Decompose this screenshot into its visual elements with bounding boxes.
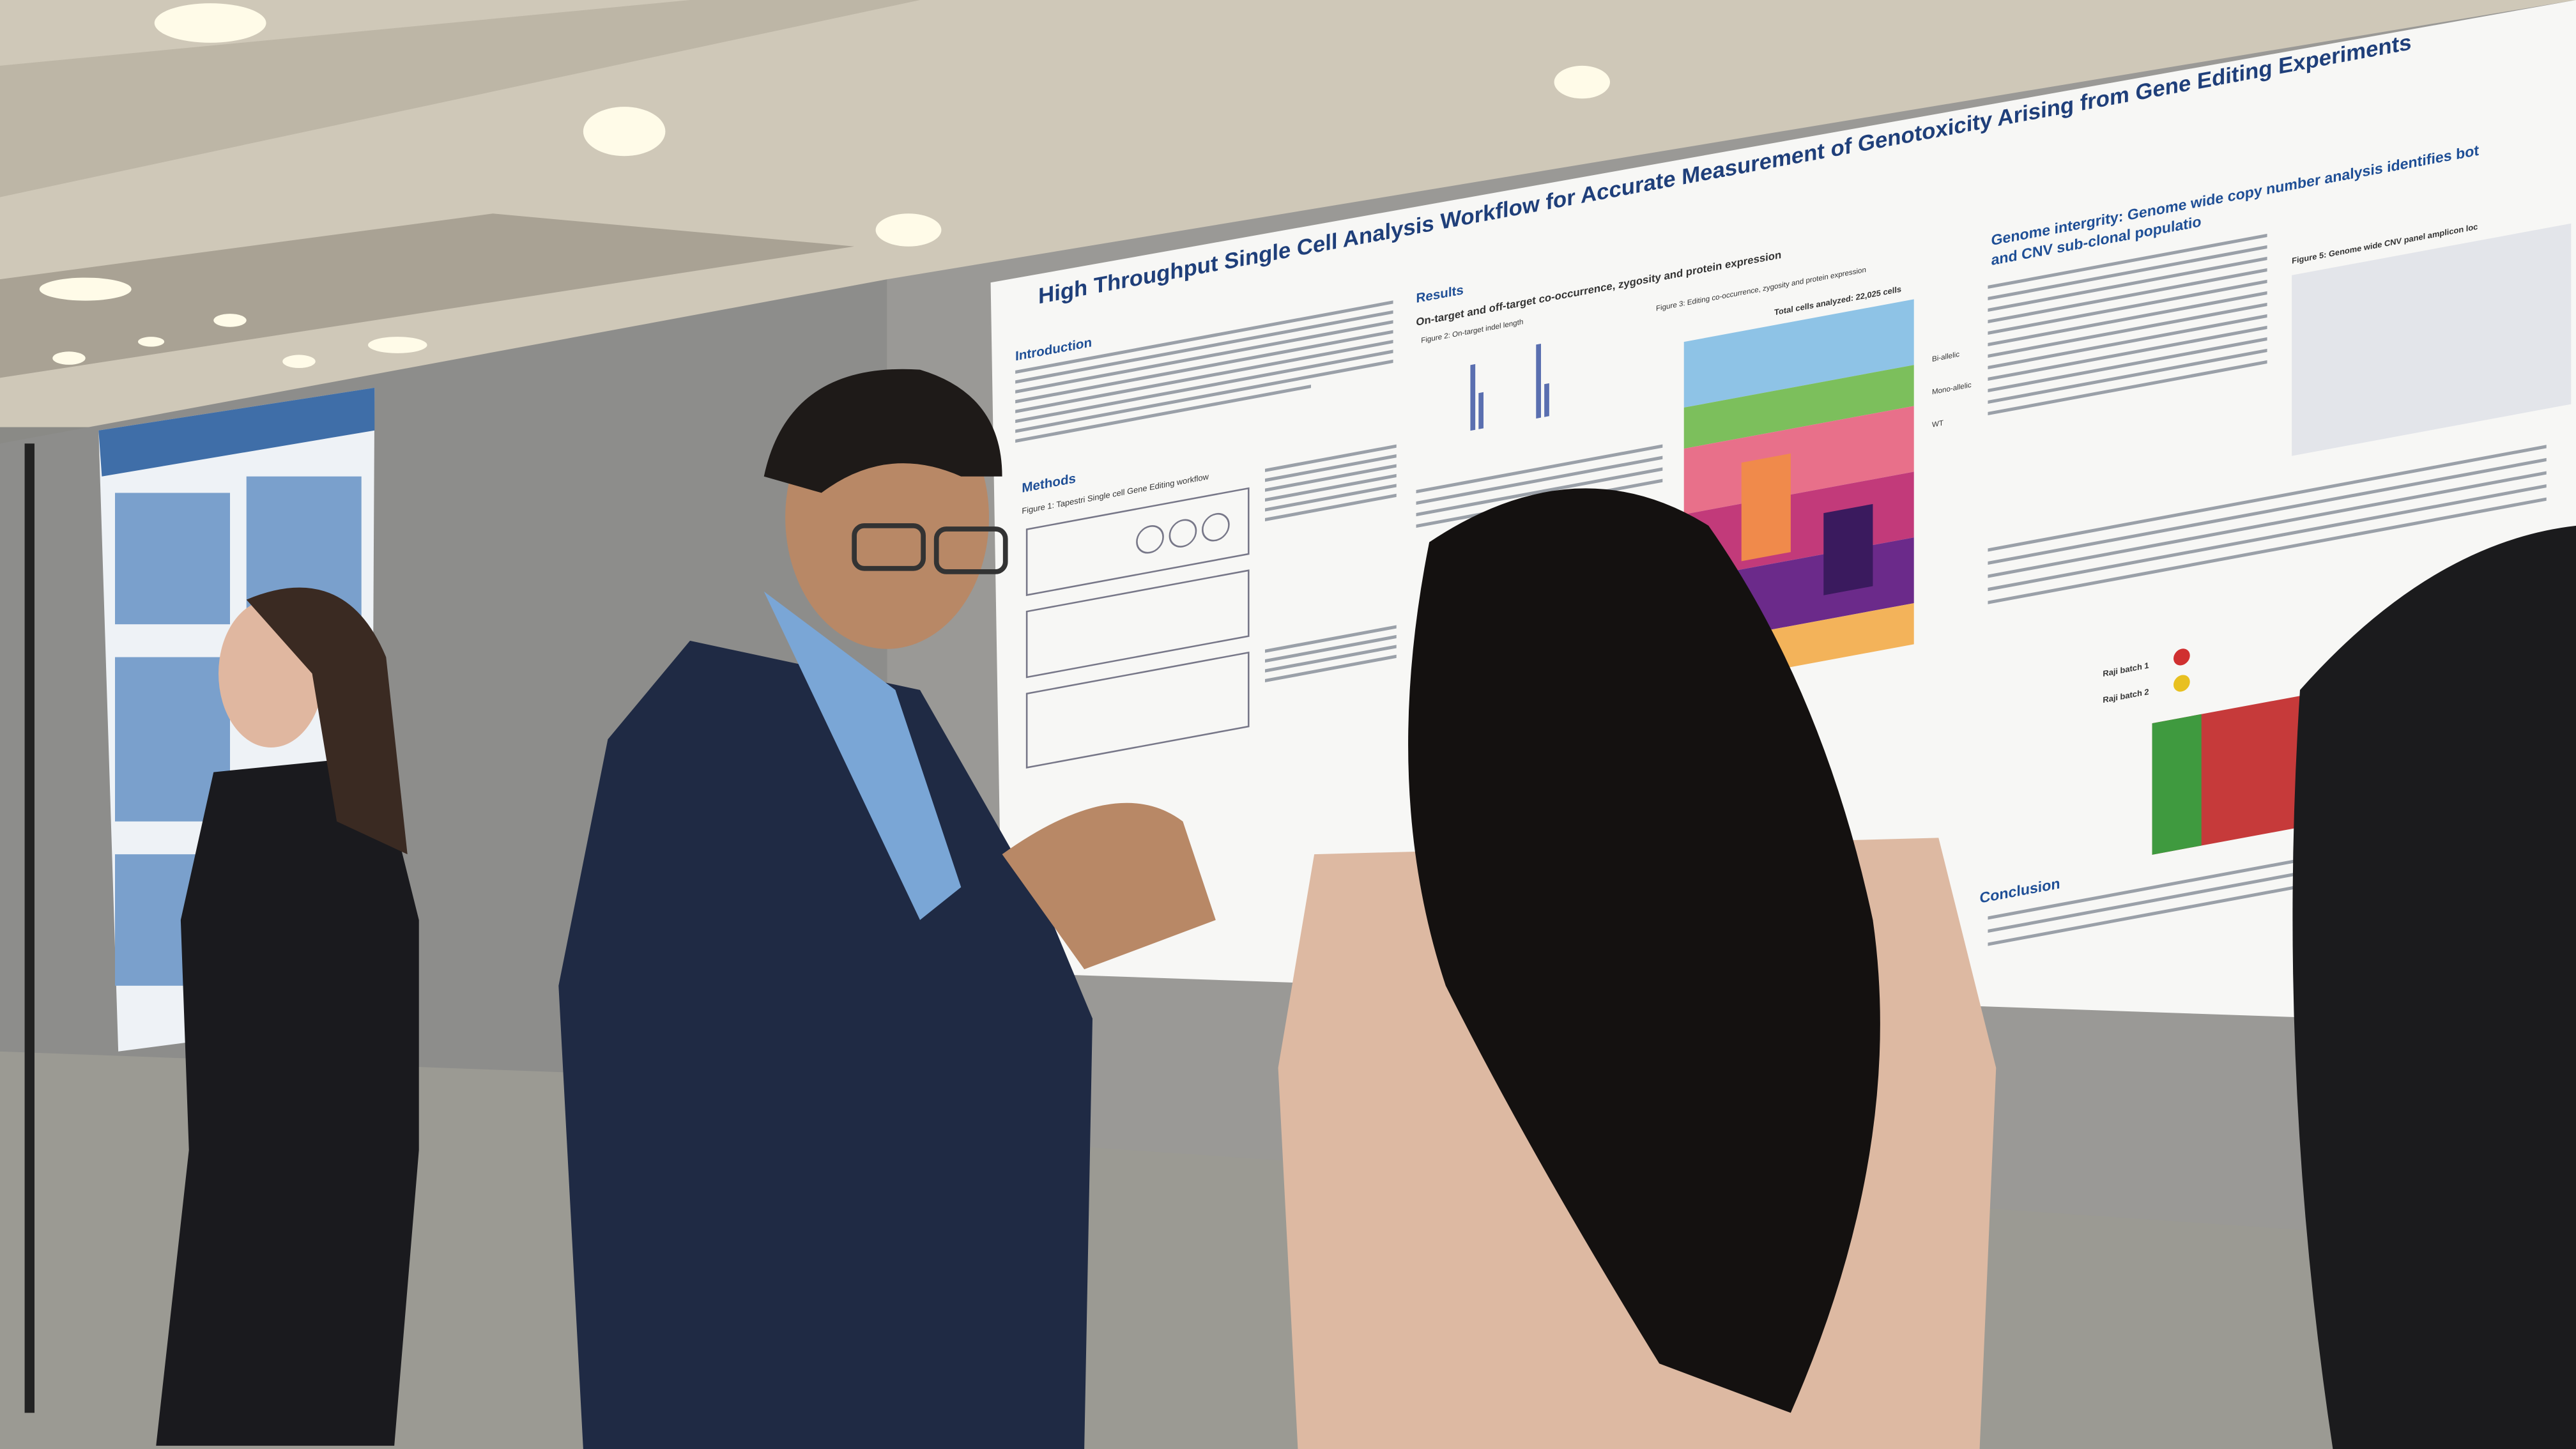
ceiling-beam <box>0 213 855 378</box>
left-poster-header <box>98 387 375 477</box>
clone-figure <box>2152 714 2202 855</box>
workflow-diagram <box>1025 487 1250 769</box>
person-man <box>558 369 1216 1449</box>
legend-label: WT <box>1932 419 1943 429</box>
person-woman <box>1278 488 1997 1449</box>
person-right <box>2292 525 2576 1449</box>
ceiling-lights <box>39 3 1610 368</box>
marker <box>2174 648 2190 666</box>
marker <box>2174 675 2190 692</box>
cnv-figure <box>2292 223 2572 456</box>
histogram-decor <box>1470 343 1549 431</box>
person-left <box>156 587 419 1446</box>
text-lines <box>1015 233 2547 946</box>
